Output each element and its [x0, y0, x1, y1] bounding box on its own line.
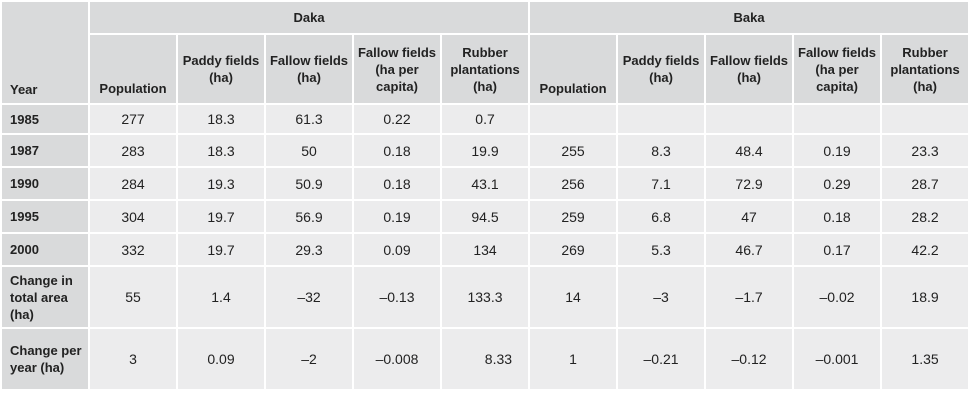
- table-cell: 0.17: [794, 234, 881, 265]
- table-cell: 48.4: [706, 135, 793, 166]
- table-cell: 6.8: [618, 201, 705, 232]
- table-row: 2000 332 19.7 29.3 0.09 134 269 5.3 46.7…: [2, 234, 969, 265]
- row-label: 1995: [2, 201, 88, 232]
- table-cell: –0.001: [794, 329, 881, 389]
- table-cell: 42.2: [882, 234, 969, 265]
- table-cell: [618, 105, 705, 133]
- table-row: 1987 283 18.3 50 0.18 19.9 255 8.3 48.4 …: [2, 135, 969, 166]
- table-cell: –0.21: [618, 329, 705, 389]
- table-cell: 269: [530, 234, 617, 265]
- table-cell: [706, 105, 793, 133]
- column-header: Fallow fields (ha): [266, 35, 352, 103]
- table-cell: 8.33: [442, 329, 529, 389]
- table-cell: –0.12: [706, 329, 793, 389]
- column-header: Fallow fields (ha): [706, 35, 793, 103]
- table-row: Change per year (ha) 3 0.09 –2 –0.008 8.…: [2, 329, 969, 389]
- table-cell: –1.7: [706, 267, 793, 327]
- table-cell: –3: [618, 267, 705, 327]
- column-header: Fallow fields (ha per capita): [794, 35, 881, 103]
- table-cell: 28.7: [882, 168, 969, 199]
- table-cell: –32: [266, 267, 352, 327]
- table-cell: 133.3: [442, 267, 529, 327]
- row-label: 1990: [2, 168, 88, 199]
- table-cell: 29.3: [266, 234, 352, 265]
- row-label: 1985: [2, 105, 88, 133]
- table-cell: 72.9: [706, 168, 793, 199]
- table-cell: 0.18: [354, 168, 440, 199]
- table-cell: 43.1: [442, 168, 529, 199]
- table-cell: 94.5: [442, 201, 529, 232]
- column-header: Paddy fields (ha): [178, 35, 264, 103]
- table-cell: 18.9: [882, 267, 969, 327]
- table-cell: 283: [90, 135, 176, 166]
- table-cell: 56.9: [266, 201, 352, 232]
- row-label: 1987: [2, 135, 88, 166]
- table-cell: –2: [266, 329, 352, 389]
- table-cell: 255: [530, 135, 617, 166]
- group-header-baka: Baka: [530, 2, 969, 33]
- table-cell: 277: [90, 105, 176, 133]
- table-cell: 61.3: [266, 105, 352, 133]
- table-cell: 8.3: [618, 135, 705, 166]
- table-row: 1995 304 19.7 56.9 0.19 94.5 259 6.8 47 …: [2, 201, 969, 232]
- table-row: 1985 277 18.3 61.3 0.22 0.7: [2, 105, 969, 133]
- row-label: 2000: [2, 234, 88, 265]
- table-cell: 50.9: [266, 168, 352, 199]
- row-label: Change in total area (ha): [2, 267, 88, 327]
- table-cell: 3: [90, 329, 176, 389]
- table-cell: 19.3: [178, 168, 264, 199]
- table-cell: 1: [530, 329, 617, 389]
- column-header: Population: [90, 35, 176, 103]
- table-cell: 5.3: [618, 234, 705, 265]
- table-cell: 0.18: [354, 135, 440, 166]
- table-cell: 46.7: [706, 234, 793, 265]
- table-cell: 18.3: [178, 135, 264, 166]
- year-header: Year: [2, 2, 88, 103]
- table-cell: 332: [90, 234, 176, 265]
- table-cell: –0.02: [794, 267, 881, 327]
- table-cell: –0.13: [354, 267, 440, 327]
- table-cell: 50: [266, 135, 352, 166]
- table-cell: 14: [530, 267, 617, 327]
- table-cell: 1.4: [178, 267, 264, 327]
- table-cell: 47: [706, 201, 793, 232]
- table-cell: 19.7: [178, 234, 264, 265]
- table-cell: 18.3: [178, 105, 264, 133]
- table-cell: 259: [530, 201, 617, 232]
- table-cell: 304: [90, 201, 176, 232]
- table-cell: 0.09: [354, 234, 440, 265]
- group-header-daka: Daka: [90, 2, 529, 33]
- table-cell: 0.29: [794, 168, 881, 199]
- table-cell: [530, 105, 617, 133]
- table-cell: 1.35: [882, 329, 969, 389]
- table-row: 1990 284 19.3 50.9 0.18 43.1 256 7.1 72.…: [2, 168, 969, 199]
- column-header: Population: [530, 35, 617, 103]
- table-cell: 28.2: [882, 201, 969, 232]
- table-cell: 256: [530, 168, 617, 199]
- table-cell: 0.19: [794, 135, 881, 166]
- table-cell: 0.22: [354, 105, 440, 133]
- table-cell: 134: [442, 234, 529, 265]
- table-cell: 0.09: [178, 329, 264, 389]
- table-cell: 55: [90, 267, 176, 327]
- table-cell: 0.7: [442, 105, 529, 133]
- row-label: Change per year (ha): [2, 329, 88, 389]
- table-cell: –0.008: [354, 329, 440, 389]
- table-row: Change in total area (ha) 55 1.4 –32 –0.…: [2, 267, 969, 327]
- column-header: Rubber plantations (ha): [442, 35, 529, 103]
- table-cell: 284: [90, 168, 176, 199]
- table-cell: 19.9: [442, 135, 529, 166]
- column-header: Fallow fields (ha per capita): [354, 35, 440, 103]
- table-cell: 7.1: [618, 168, 705, 199]
- column-header: Rubber plantations (ha): [882, 35, 969, 103]
- table-cell: 0.18: [794, 201, 881, 232]
- column-header: Paddy fields (ha): [618, 35, 705, 103]
- table-cell: 0.19: [354, 201, 440, 232]
- table-cell: [882, 105, 969, 133]
- table-cell: 23.3: [882, 135, 969, 166]
- table-cell: [794, 105, 881, 133]
- data-table: Year Daka Baka Population Paddy fields (…: [2, 2, 969, 389]
- table-cell: 19.7: [178, 201, 264, 232]
